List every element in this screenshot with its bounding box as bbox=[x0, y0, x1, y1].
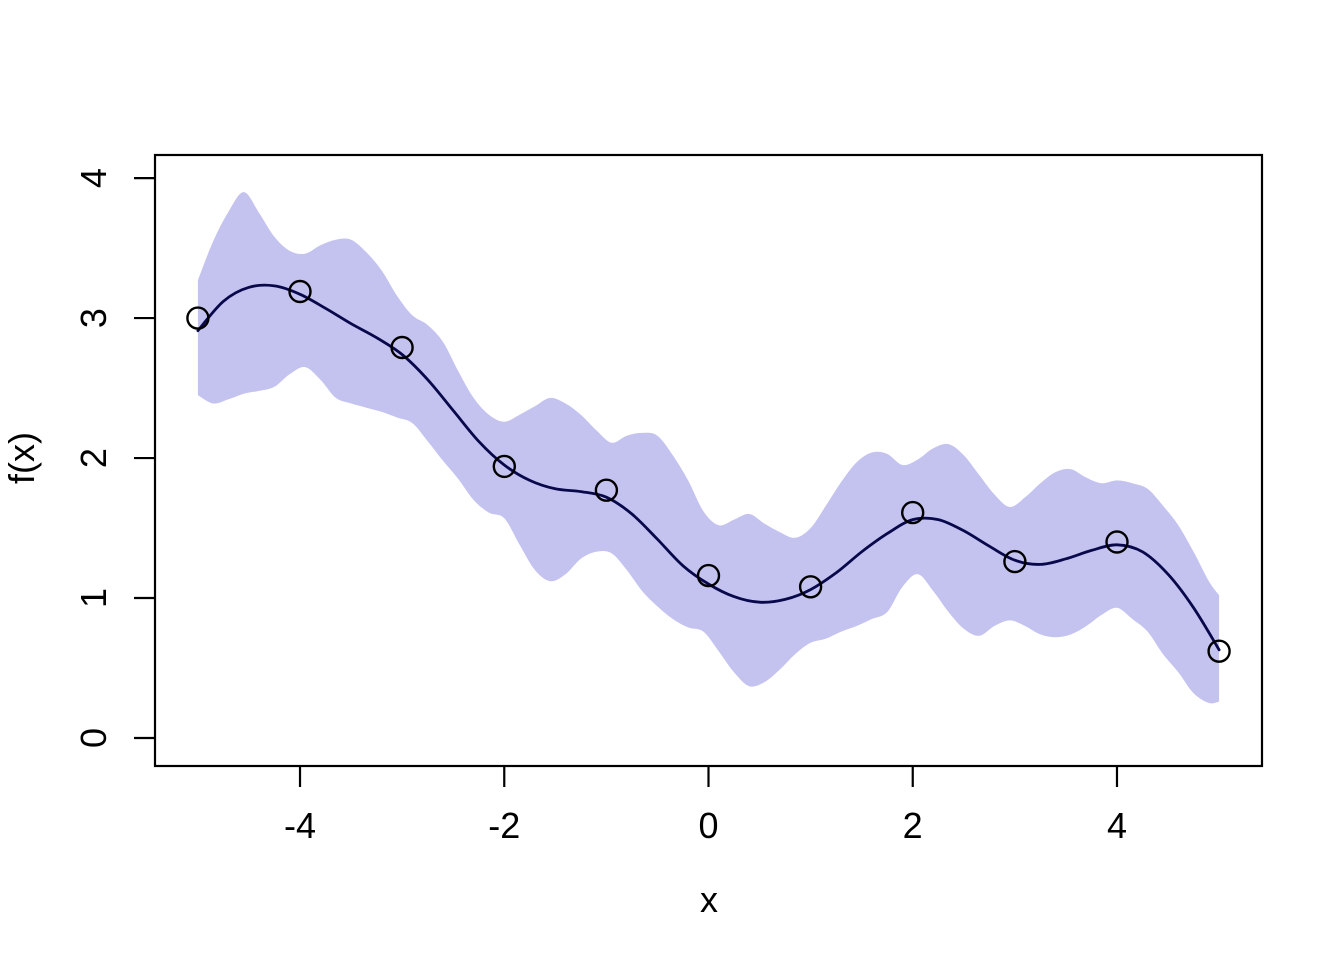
mean-line-layer bbox=[196, 283, 1221, 652]
credible-band-layer bbox=[197, 192, 1220, 704]
x-tick-label: -2 bbox=[488, 805, 520, 846]
credible-band-area bbox=[197, 192, 1220, 704]
x-tick-label: -4 bbox=[284, 805, 316, 846]
y-tick-label: 4 bbox=[73, 168, 114, 188]
y-tick-label: 2 bbox=[73, 448, 114, 468]
data-point bbox=[288, 279, 312, 304]
data-point bbox=[492, 454, 516, 479]
data-point bbox=[390, 335, 414, 360]
axes-layer: -4 -2 0 2 4 0 1 2 3 4 bbox=[73, 153, 1264, 846]
data-point bbox=[1003, 549, 1027, 574]
x-tick-label: 2 bbox=[903, 805, 923, 846]
x-tick-label: 0 bbox=[698, 805, 718, 846]
plot-frame bbox=[153, 153, 1264, 768]
data-point bbox=[594, 478, 619, 502]
data-point bbox=[696, 563, 721, 588]
x-tick-label: 4 bbox=[1107, 805, 1127, 846]
data-point bbox=[798, 575, 823, 599]
y-tick-label: 1 bbox=[73, 588, 114, 608]
y-axis-label: f(x) bbox=[1, 432, 42, 484]
y-tick-label: 3 bbox=[73, 308, 114, 328]
posterior-mean-line bbox=[196, 283, 1221, 652]
x-axis-label: x bbox=[700, 879, 718, 920]
data-point bbox=[901, 500, 925, 525]
y-tick-label: 0 bbox=[73, 728, 114, 748]
data-point bbox=[186, 306, 210, 330]
data-point bbox=[1207, 639, 1231, 663]
observation-points-layer bbox=[186, 279, 1231, 663]
data-point bbox=[1105, 530, 1129, 554]
